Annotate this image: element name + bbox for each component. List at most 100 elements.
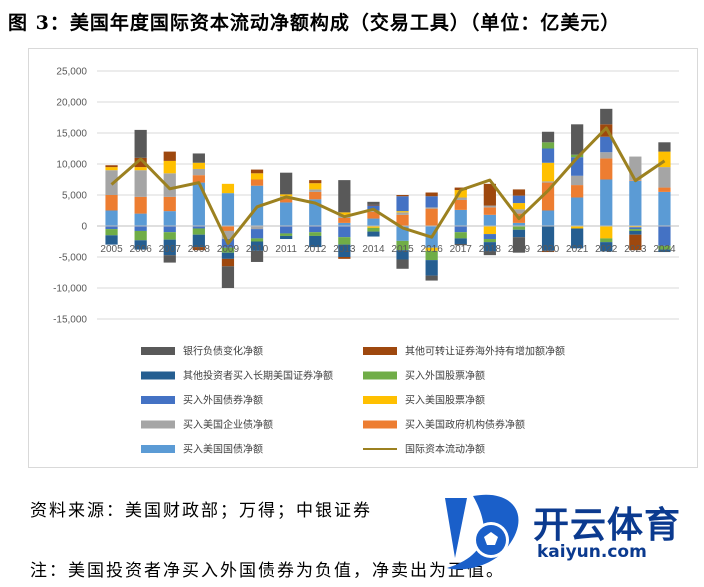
x-tick-label: 2020: [537, 244, 560, 255]
bar-segment: [134, 157, 147, 168]
bar-segment: [163, 160, 176, 174]
bar-segment: [600, 136, 613, 153]
bar-segment: [512, 209, 526, 214]
bar-segment: [541, 142, 555, 149]
bar-segment: [338, 222, 351, 226]
bar-segment: [105, 165, 118, 168]
x-tick-label: 2022: [595, 244, 618, 255]
watermark-logo: 开云体育 kaiyun.com: [425, 488, 695, 580]
bar-segment: [338, 212, 351, 215]
x-tick-label: 2005: [100, 244, 123, 255]
bar-segment: [280, 202, 293, 226]
legend-label: 买入美国国债净额: [183, 443, 263, 456]
bar-segment: [629, 234, 642, 251]
bar-segment: [367, 204, 380, 206]
legend-label: 买入外国股票净额: [405, 369, 485, 382]
bar-segment: [571, 124, 584, 155]
bar-segment: [483, 251, 496, 256]
bar-segment: [425, 275, 438, 281]
bar-segment: [280, 235, 293, 240]
bar-segment: [338, 257, 351, 259]
watermark-brand-text: 开云体育: [533, 505, 682, 546]
bar-segment: [134, 213, 147, 226]
bar-segment: [250, 179, 264, 186]
legend-swatch: [141, 420, 175, 429]
bar-segment: [105, 210, 118, 226]
x-tick-label: 2016: [421, 244, 444, 255]
x-tick-label: 2018: [479, 244, 502, 255]
x-tick-label: 2013: [333, 244, 356, 255]
bar-segment: [600, 152, 613, 159]
bar-segment: [105, 229, 118, 236]
bar-segment: [600, 238, 613, 243]
watermark-url-text: kaiyun.com: [537, 542, 647, 562]
bar-segment: [425, 207, 438, 209]
bar-segment: [250, 173, 264, 180]
bar-segment: [541, 181, 555, 183]
bar-segment: [454, 199, 467, 210]
bar-segment: [541, 210, 555, 226]
bar-segment: [454, 209, 467, 226]
x-tick-label: 2012: [304, 244, 327, 255]
x-tick-label: 2015: [391, 244, 414, 255]
bar-segment: [600, 226, 613, 239]
bar-segment: [221, 258, 235, 267]
bar-segment: [541, 131, 555, 143]
bar-segment: [163, 196, 176, 212]
bar-segment: [629, 180, 642, 226]
bar-segment: [541, 182, 555, 211]
bar-segment: [629, 226, 642, 228]
bar-segment: [367, 231, 380, 237]
bar-segment: [483, 183, 496, 206]
legend-swatch: [141, 371, 175, 380]
bar-segment: [658, 245, 671, 250]
legend-label: 买入外国债券净额: [183, 394, 263, 407]
bar-segment: [658, 191, 671, 226]
figure-title: 图 3：美国年度国际资本流动净额构成（交易工具）（单位：亿美元）: [8, 12, 621, 34]
bar-segment: [163, 211, 176, 226]
x-tick-label: 2007: [159, 244, 182, 255]
bar-segment: [134, 226, 147, 231]
bar-segment: [425, 260, 438, 276]
bar-segment: [105, 235, 118, 245]
bar-segment: [192, 247, 205, 251]
bar-segment: [658, 167, 671, 188]
bar-segment: [134, 129, 147, 158]
bar-segment: [541, 250, 555, 253]
bar-segment: [629, 227, 642, 230]
y-tick-label: 25,000: [56, 67, 87, 78]
bar-segment: [425, 247, 438, 251]
bar-segment: [250, 241, 264, 251]
bar-segment: [163, 232, 176, 240]
bar-segment: [367, 218, 380, 226]
legend-swatch: [363, 347, 397, 355]
bar-segment: [512, 189, 526, 196]
bar-segment: [571, 226, 584, 229]
legend-label: 其他投资者买入长期美国证券净额: [183, 369, 333, 382]
bar-segment: [338, 180, 351, 213]
bar-segment: [192, 226, 205, 229]
bar-segment: [425, 250, 438, 261]
bar-segment: [105, 167, 118, 171]
y-tick-label: 5,000: [62, 191, 87, 202]
bar-segment: [367, 227, 380, 232]
bar-segment: [221, 247, 235, 253]
legend-label: 买入美国企业债净额: [183, 418, 273, 431]
bar-segment: [280, 226, 293, 234]
bar-segment: [541, 226, 555, 251]
legend-swatch: [141, 445, 175, 453]
x-tick-label: 2011: [275, 244, 297, 255]
bar-segment: [192, 234, 205, 248]
bar-segment: [309, 189, 322, 192]
bar-segment: [396, 240, 409, 251]
bar-segment: [221, 230, 235, 240]
bar-segment: [483, 239, 496, 243]
bar-segment: [483, 207, 496, 215]
legend-swatch: [141, 347, 175, 355]
bar-segment: [483, 242, 496, 252]
bar-segment: [309, 191, 322, 200]
legend-swatch: [363, 420, 397, 429]
bar-segment: [483, 205, 496, 208]
chart-svg: 25,000 20,000 15,000 10,000 5,000 0 -5,000 -10,…: [53, 67, 679, 456]
bar-segment: [338, 237, 351, 245]
